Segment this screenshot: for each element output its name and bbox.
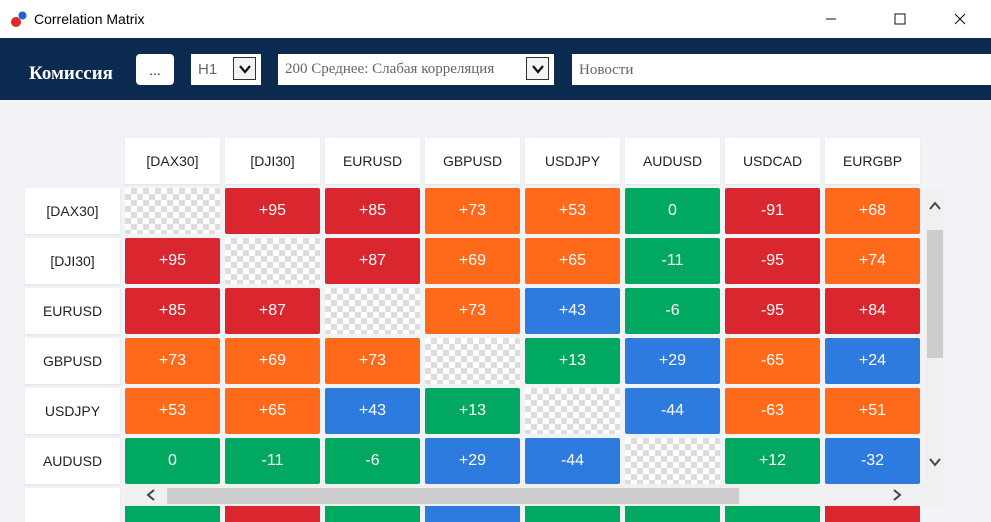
row-header: AUDUSD (25, 438, 120, 484)
column-header: USDCAD (725, 138, 820, 184)
column-header: [DAX30] (125, 138, 220, 184)
row-header: GBPUSD (25, 338, 120, 384)
diagonal-cell[interactable] (525, 388, 620, 434)
column-header: [DJI30] (225, 138, 320, 184)
diagonal-cell[interactable] (425, 338, 520, 384)
scroll-down-button[interactable] (925, 450, 945, 474)
correlation-cell[interactable]: +12 (725, 438, 820, 484)
correlation-cell[interactable]: -95 (725, 238, 820, 284)
minimize-button[interactable] (808, 0, 854, 38)
horizontal-scrollbar[interactable] (125, 484, 945, 506)
correlation-cell[interactable]: +95 (225, 188, 320, 234)
correlation-cell[interactable]: -44 (625, 388, 720, 434)
correlation-cell[interactable]: +85 (325, 188, 420, 234)
correlation-cell[interactable]: +87 (325, 238, 420, 284)
diagonal-cell[interactable] (125, 188, 220, 234)
timeframe-select[interactable]: H1 (191, 54, 261, 85)
chevron-up-icon (929, 201, 941, 210)
correlation-cell[interactable]: +65 (525, 238, 620, 284)
scroll-left-button[interactable] (139, 484, 163, 506)
commission-label: Комиссия (29, 63, 113, 84)
correlation-cell[interactable]: +43 (325, 388, 420, 434)
correlation-cell[interactable]: -32 (825, 438, 920, 484)
chevron-left-icon (146, 489, 155, 501)
column-header: EURUSD (325, 138, 420, 184)
period-select[interactable]: 200 Среднее: Слабая корреляция (278, 54, 554, 85)
correlation-cell[interactable]: +73 (425, 288, 520, 334)
column-header: USDJPY (525, 138, 620, 184)
scroll-up-button[interactable] (925, 194, 945, 218)
row-header: EURUSD (25, 288, 120, 334)
correlation-cell[interactable]: -65 (725, 338, 820, 384)
correlation-cell[interactable]: +53 (525, 188, 620, 234)
column-header: AUDUSD (625, 138, 720, 184)
vertical-scroll-thumb[interactable] (927, 230, 943, 358)
timeframe-value: H1 (198, 61, 218, 78)
commission-settings-button[interactable]: ... (136, 54, 174, 85)
close-button[interactable] (937, 0, 983, 38)
correlation-grid: [DAX30] [DJI30] EURUSD GBPUSD USDJPY AUDUSD US… (0, 100, 945, 522)
app-icon (11, 11, 27, 27)
window-title: Correlation Matrix (34, 11, 145, 27)
chevron-down-icon (238, 64, 251, 74)
correlation-cell[interactable]: +85 (125, 288, 220, 334)
vertical-scrollbar[interactable] (925, 188, 945, 484)
correlation-cell[interactable]: +73 (125, 338, 220, 384)
minimize-icon (826, 18, 836, 20)
close-icon (954, 13, 966, 25)
correlation-cell[interactable]: +84 (825, 288, 920, 334)
correlation-cell[interactable]: +87 (225, 288, 320, 334)
correlation-cell[interactable]: +43 (525, 288, 620, 334)
scroll-right-button[interactable] (885, 484, 909, 506)
period-dropdown-button[interactable] (526, 57, 549, 80)
correlation-cell[interactable]: -6 (325, 438, 420, 484)
chevron-down-icon (929, 458, 941, 467)
correlation-cell[interactable]: +29 (625, 338, 720, 384)
correlation-cell[interactable]: +95 (125, 238, 220, 284)
column-header: GBPUSD (425, 138, 520, 184)
row-header (25, 488, 120, 522)
correlation-cell[interactable]: +29 (425, 438, 520, 484)
correlation-cell[interactable]: +24 (825, 338, 920, 384)
correlation-cell[interactable]: -91 (725, 188, 820, 234)
correlation-cell[interactable]: +65 (225, 388, 320, 434)
period-value: 200 Среднее: Слабая корреляция (285, 61, 495, 77)
correlation-cell[interactable]: 0 (625, 188, 720, 234)
correlation-cell[interactable]: -11 (225, 438, 320, 484)
correlation-cell[interactable]: -95 (725, 288, 820, 334)
correlation-cell[interactable]: -63 (725, 388, 820, 434)
correlation-cell[interactable]: +74 (825, 238, 920, 284)
correlation-cell[interactable]: +69 (425, 238, 520, 284)
column-header: EURGBP (825, 138, 920, 184)
row-header: [DJI30] (25, 238, 120, 284)
correlation-cell[interactable]: +51 (825, 388, 920, 434)
horizontal-scroll-thumb[interactable] (167, 488, 739, 504)
correlation-cell[interactable]: -6 (625, 288, 720, 334)
chevron-right-icon (893, 489, 902, 501)
diagonal-cell[interactable] (625, 438, 720, 484)
correlation-cell[interactable]: +73 (425, 188, 520, 234)
title-bar: Correlation Matrix (0, 0, 991, 38)
maximize-button[interactable] (877, 0, 923, 38)
diagonal-cell[interactable] (225, 238, 320, 284)
correlation-cell[interactable]: +13 (525, 338, 620, 384)
chevron-down-icon (531, 64, 544, 74)
news-input[interactable]: Новости (572, 54, 991, 85)
correlation-cell[interactable]: +53 (125, 388, 220, 434)
row-header: [DAX30] (25, 188, 120, 234)
maximize-icon (894, 13, 906, 25)
correlation-cell[interactable]: -44 (525, 438, 620, 484)
correlation-cell[interactable]: +13 (425, 388, 520, 434)
row-header: USDJPY (25, 388, 120, 434)
correlation-cell[interactable]: +69 (225, 338, 320, 384)
diagonal-cell[interactable] (325, 288, 420, 334)
correlation-cell[interactable]: +68 (825, 188, 920, 234)
timeframe-dropdown-button[interactable] (233, 57, 256, 80)
correlation-cell[interactable]: +73 (325, 338, 420, 384)
correlation-cell[interactable]: -11 (625, 238, 720, 284)
correlation-cell[interactable]: 0 (125, 438, 220, 484)
news-placeholder: Новости (579, 62, 634, 78)
matrix-area: [DAX30] [DJI30] EURUSD GBPUSD USDJPY AUDUSD US… (0, 100, 991, 522)
